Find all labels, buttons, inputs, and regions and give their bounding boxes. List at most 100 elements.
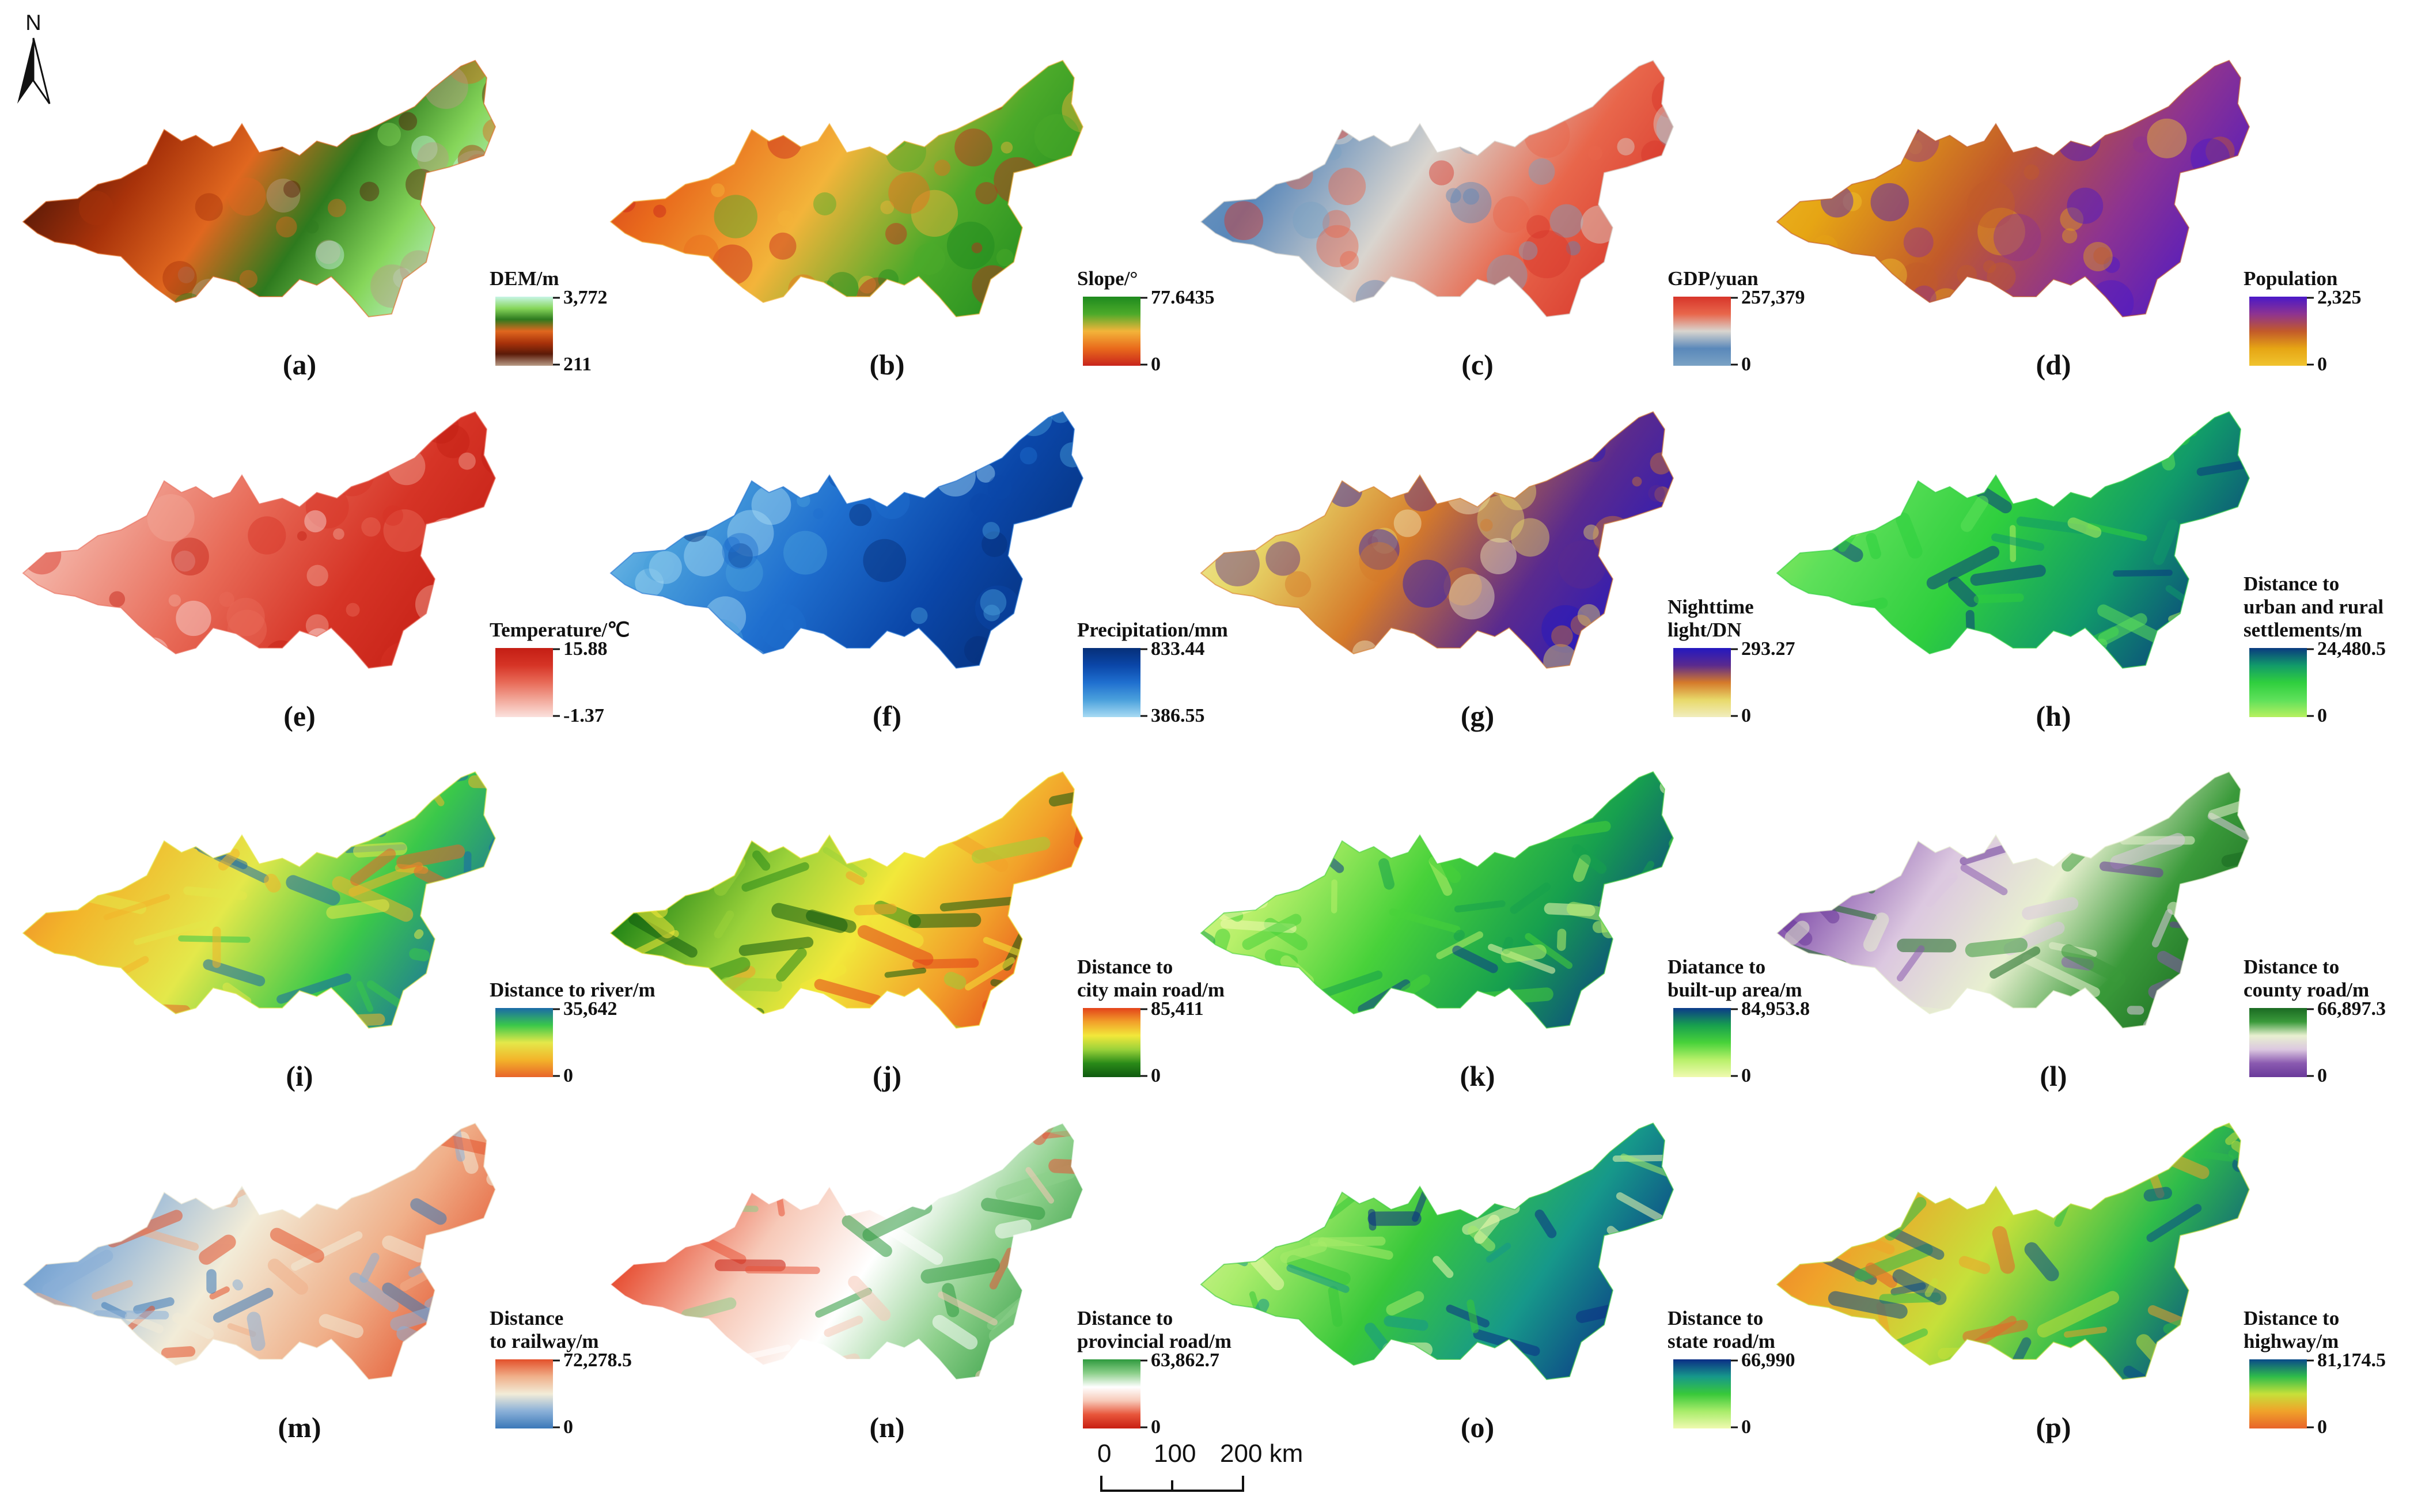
map-texture <box>51 842 65 872</box>
map-texture <box>1486 94 1511 120</box>
map-texture <box>291 286 339 317</box>
map-texture <box>540 183 556 199</box>
map-texture <box>876 811 926 828</box>
map-texture <box>2170 309 2188 317</box>
map-texture <box>1243 1179 1306 1225</box>
map-texture <box>1441 60 1453 66</box>
legend-max: 81,174.5 <box>2317 1350 2386 1371</box>
north-arrow-icon-outline <box>32 37 51 104</box>
map-texture <box>1577 604 1601 627</box>
panel-label: (i) <box>286 1060 313 1092</box>
panel-label: (g) <box>1461 700 1494 732</box>
map-texture <box>225 299 249 317</box>
legend-min: 0 <box>563 1416 573 1438</box>
map-texture <box>1364 1322 1389 1351</box>
map-texture <box>461 570 495 604</box>
map-texture <box>2221 842 2249 867</box>
legend-title: Distance to <box>2244 1307 2339 1329</box>
map-texture <box>2155 663 2191 668</box>
map-texture <box>932 1314 978 1350</box>
panel-label: (a) <box>283 348 316 381</box>
map-texture <box>1518 1142 1575 1188</box>
map-texture <box>908 913 982 929</box>
map-texture <box>2022 897 2079 920</box>
map-texture <box>251 667 273 668</box>
map-texture <box>888 1225 943 1265</box>
north-label: N <box>25 11 41 35</box>
legend-title: Distance to <box>2244 956 2339 978</box>
map-texture <box>374 799 399 838</box>
map-texture <box>2018 1107 2019 1117</box>
map-texture <box>918 814 933 842</box>
map-texture <box>1983 260 1996 274</box>
map-texture <box>1507 772 1536 784</box>
map-texture <box>1960 864 2008 896</box>
map-texture <box>969 176 996 203</box>
map-c <box>1201 60 1673 317</box>
map-texture <box>2185 60 2214 71</box>
map-texture <box>642 893 668 918</box>
map-outline <box>1200 771 1674 1029</box>
map-texture <box>228 177 266 216</box>
map-texture <box>1831 433 1896 466</box>
map-texture <box>2227 635 2249 659</box>
map-outline <box>22 771 497 1029</box>
map-texture <box>80 850 129 876</box>
map-texture <box>326 899 389 919</box>
map-texture <box>1446 1305 1490 1328</box>
map-texture <box>1518 241 1538 260</box>
map-texture <box>2108 412 2161 415</box>
map-texture <box>1988 651 2060 668</box>
map-texture <box>1653 101 1673 146</box>
map-texture <box>2147 118 2187 158</box>
map-texture <box>1224 201 1264 240</box>
map-texture <box>757 1127 802 1147</box>
map-texture <box>1087 557 1121 591</box>
map-texture <box>1348 1129 1422 1164</box>
map-texture <box>1809 111 1845 147</box>
map-texture <box>1843 192 1862 211</box>
map-texture <box>628 1393 632 1407</box>
map-texture <box>1453 87 1492 127</box>
legend-title: Slope/° <box>1077 267 1138 290</box>
map-texture <box>777 210 794 226</box>
map-texture <box>863 412 905 431</box>
map-texture <box>2198 556 2244 592</box>
map-texture <box>349 1272 399 1312</box>
map-texture <box>1865 854 1900 866</box>
map-texture <box>761 412 810 450</box>
legend-title: highway/m <box>2244 1330 2339 1352</box>
map-texture <box>1071 1220 1083 1245</box>
map-texture <box>1022 537 1042 558</box>
map-texture <box>868 1366 922 1380</box>
map-texture <box>738 937 814 956</box>
map-texture <box>2207 813 2249 847</box>
map-texture <box>1371 528 1398 554</box>
map-texture <box>119 1003 191 1018</box>
map-texture <box>2141 414 2198 437</box>
map-texture <box>725 1358 746 1378</box>
map-texture <box>1219 1007 1259 1028</box>
map-texture <box>97 514 117 534</box>
map-texture <box>359 181 380 202</box>
map-texture <box>1049 1254 1083 1288</box>
map-texture <box>1820 184 1854 218</box>
map-texture <box>1606 1226 1653 1266</box>
map-texture <box>264 640 298 668</box>
map-outline <box>22 59 497 318</box>
map-texture <box>199 1234 236 1265</box>
panel-label: (c) <box>1461 348 1494 381</box>
map-texture <box>2099 861 2163 878</box>
legend-min: 0 <box>2317 1065 2327 1086</box>
map-texture <box>1370 417 1404 452</box>
map-texture <box>382 1235 427 1263</box>
map-texture <box>305 220 319 234</box>
map-texture <box>2182 528 2237 574</box>
map-texture <box>1389 908 1461 934</box>
scale-bar: 0 100 200 km <box>1097 1439 1303 1492</box>
map-texture <box>1052 1265 1083 1281</box>
map-texture <box>799 772 847 791</box>
map-texture <box>1777 417 1799 433</box>
